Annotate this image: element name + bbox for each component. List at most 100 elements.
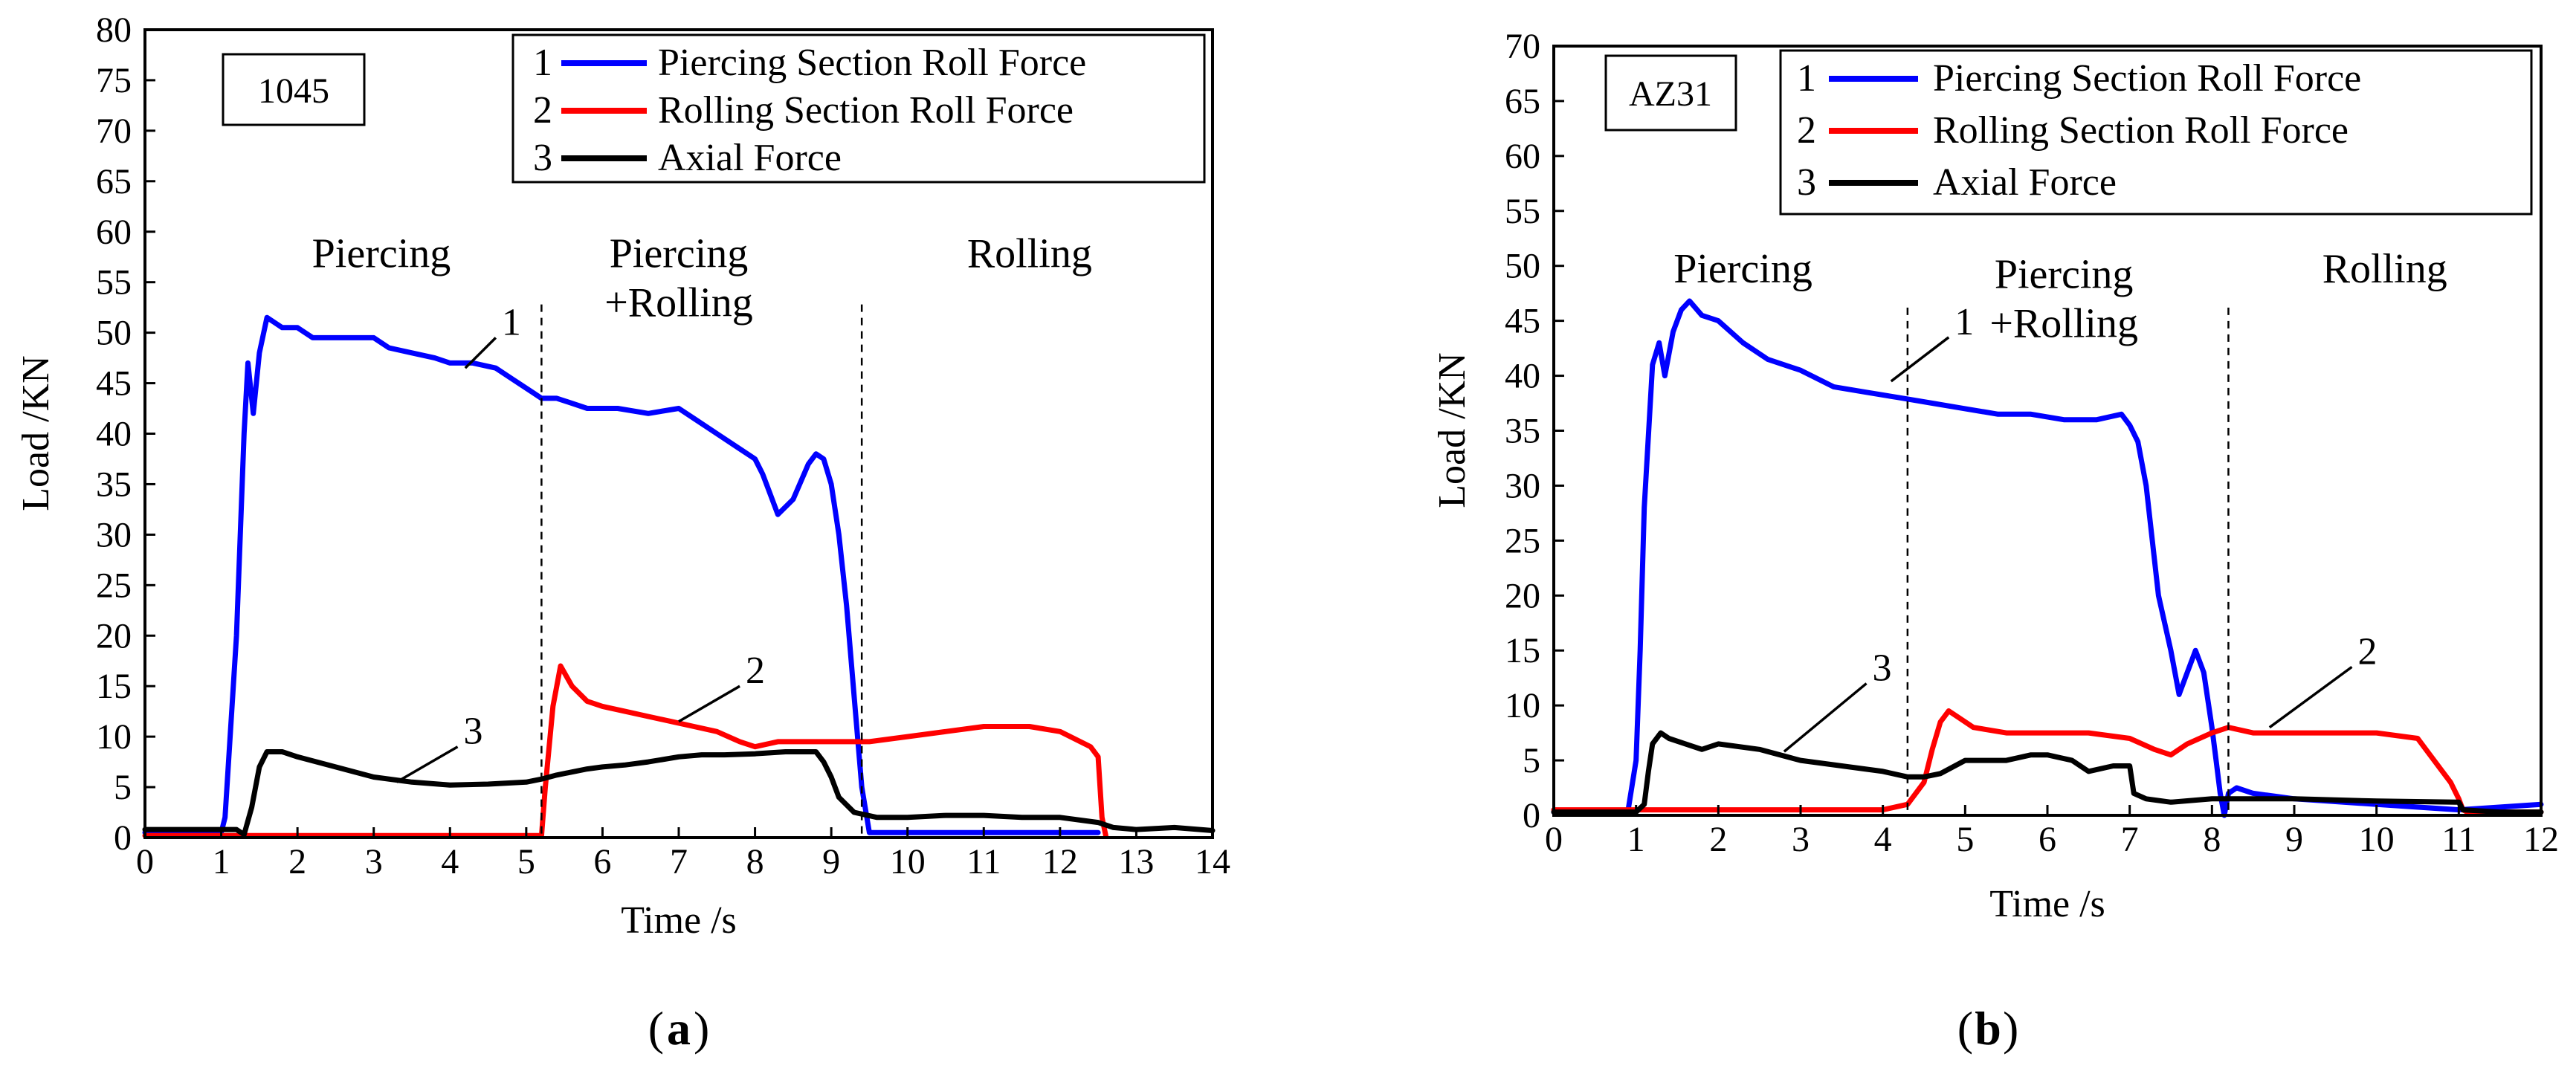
y-tick-label: 60 <box>96 213 132 252</box>
legend-label: Rolling Section Roll Force <box>1933 109 2349 152</box>
legend-label: Piercing Section Roll Force <box>658 42 1086 84</box>
svg-text:): ) <box>2003 1002 2018 1055</box>
series-line-2 <box>1551 708 2544 815</box>
y-tick-label: 65 <box>96 162 132 201</box>
y-tick-label: 70 <box>96 111 132 151</box>
y-tick-label: 55 <box>96 263 132 302</box>
y-tick-label: 0 <box>114 818 132 858</box>
callout-label: 3 <box>1873 647 1892 690</box>
callout-leader <box>678 685 740 723</box>
legend-label: Axial Force <box>658 137 842 179</box>
phase-label: Piercing <box>312 230 451 276</box>
y-tick-label: 5 <box>1523 741 1540 780</box>
y-tick-label: 20 <box>1505 576 1540 615</box>
y-tick-label: 25 <box>1505 521 1540 560</box>
material-box: AZ31 <box>1604 54 1737 132</box>
y-tick-label: 60 <box>1505 137 1540 176</box>
x-tick-label: 5 <box>517 842 535 881</box>
y-tick-label: 5 <box>114 768 132 807</box>
material-label: AZ31 <box>1629 74 1712 114</box>
x-tick-label: 11 <box>966 842 1001 881</box>
x-tick-label: 4 <box>441 842 459 881</box>
svg-text:a: a <box>667 1002 691 1055</box>
x-tick-label: 14 <box>1195 842 1230 881</box>
material-label: 1045 <box>258 71 329 111</box>
x-tick-label: 12 <box>1042 842 1078 881</box>
phase-label: +Rolling <box>1989 300 2138 346</box>
y-tick-label: 40 <box>96 415 132 454</box>
legend-number: 3 <box>1797 161 1816 204</box>
legend: 1 Piercing Section Roll Force 2 Rolling Sec… <box>511 33 1206 184</box>
legend-number: 2 <box>533 89 552 132</box>
x-tick-label: 6 <box>2038 820 2056 859</box>
panel-label: ( a ) <box>648 1002 710 1055</box>
y-tick-label: 30 <box>1505 466 1540 505</box>
y-tick-label: 35 <box>96 465 132 504</box>
x-tick-label: 0 <box>136 842 154 881</box>
x-tick-label: 0 <box>1545 820 1563 859</box>
y-tick-label: 65 <box>1505 82 1540 121</box>
callout-leader <box>1783 682 1868 753</box>
y-tick-label: 0 <box>1523 796 1540 835</box>
y-tick-label: 25 <box>96 566 132 605</box>
x-tick-label: 5 <box>1956 820 1974 859</box>
y-tick-label: 70 <box>1505 27 1540 66</box>
x-axis-title: Time /s <box>621 899 737 942</box>
series-line-1 <box>1551 298 2544 818</box>
phase-label: Piercing <box>1673 246 1812 292</box>
material-box: 1045 <box>222 53 366 126</box>
y-tick-label: 55 <box>1505 192 1540 231</box>
x-tick-label: 8 <box>2203 820 2221 859</box>
x-tick-label: 8 <box>746 842 764 881</box>
y-tick-label: 40 <box>1505 357 1540 396</box>
legend-label: Axial Force <box>1933 161 2117 204</box>
x-tick-label: 11 <box>2441 820 2476 859</box>
y-tick-label: 45 <box>1505 302 1540 341</box>
y-axis-title: Load /KN <box>1431 352 1473 508</box>
callout-label: 2 <box>2357 630 2377 673</box>
x-tick-label: 3 <box>1792 820 1810 859</box>
y-tick-label: 10 <box>1505 686 1540 725</box>
x-tick-label: 3 <box>365 842 383 881</box>
x-axis-title: Time /s <box>1989 883 2105 925</box>
x-tick-label: 7 <box>670 842 688 881</box>
svg-text:): ) <box>694 1002 709 1055</box>
legend-number: 2 <box>1797 109 1816 152</box>
x-tick-label: 1 <box>1627 820 1645 859</box>
x-tick-label: 10 <box>2359 820 2395 859</box>
callout-leader <box>464 337 497 369</box>
legend-label: Rolling Section Roll Force <box>658 89 1074 132</box>
legend-number: 1 <box>533 42 552 84</box>
callout-label: 1 <box>1954 301 1974 343</box>
callout-label: 1 <box>502 301 521 343</box>
series-line-3 <box>142 749 1216 838</box>
x-tick-label: 1 <box>213 842 230 881</box>
x-tick-label: 2 <box>1709 820 1727 859</box>
phase-label: Piercing <box>610 230 749 276</box>
svg-text:b: b <box>1975 1002 2001 1055</box>
y-tick-label: 15 <box>1505 631 1540 670</box>
y-tick-label: 20 <box>96 616 132 656</box>
phase-label: +Rolling <box>604 279 753 326</box>
x-tick-label: 12 <box>2523 820 2559 859</box>
series-line-2 <box>142 663 1108 838</box>
y-tick-label: 30 <box>96 515 132 554</box>
y-tick-label: 75 <box>96 61 132 100</box>
y-tick-label: 80 <box>96 10 132 50</box>
x-tick-label: 10 <box>890 842 926 881</box>
x-tick-label: 7 <box>2121 820 2139 859</box>
callout-leader <box>396 745 459 783</box>
callout-leader <box>1890 336 1950 383</box>
svg-text:(: ( <box>1957 1002 1973 1055</box>
phase-label: Rolling <box>967 230 1092 276</box>
x-tick-label: 4 <box>1874 820 1892 859</box>
y-axis-title: Load /KN <box>15 355 57 511</box>
y-tick-label: 15 <box>96 667 132 706</box>
x-tick-label: 6 <box>593 842 611 881</box>
x-tick-label: 2 <box>288 842 306 881</box>
y-tick-label: 50 <box>1505 247 1540 286</box>
legend-number: 3 <box>533 137 552 179</box>
series-line-3 <box>1551 730 2544 815</box>
